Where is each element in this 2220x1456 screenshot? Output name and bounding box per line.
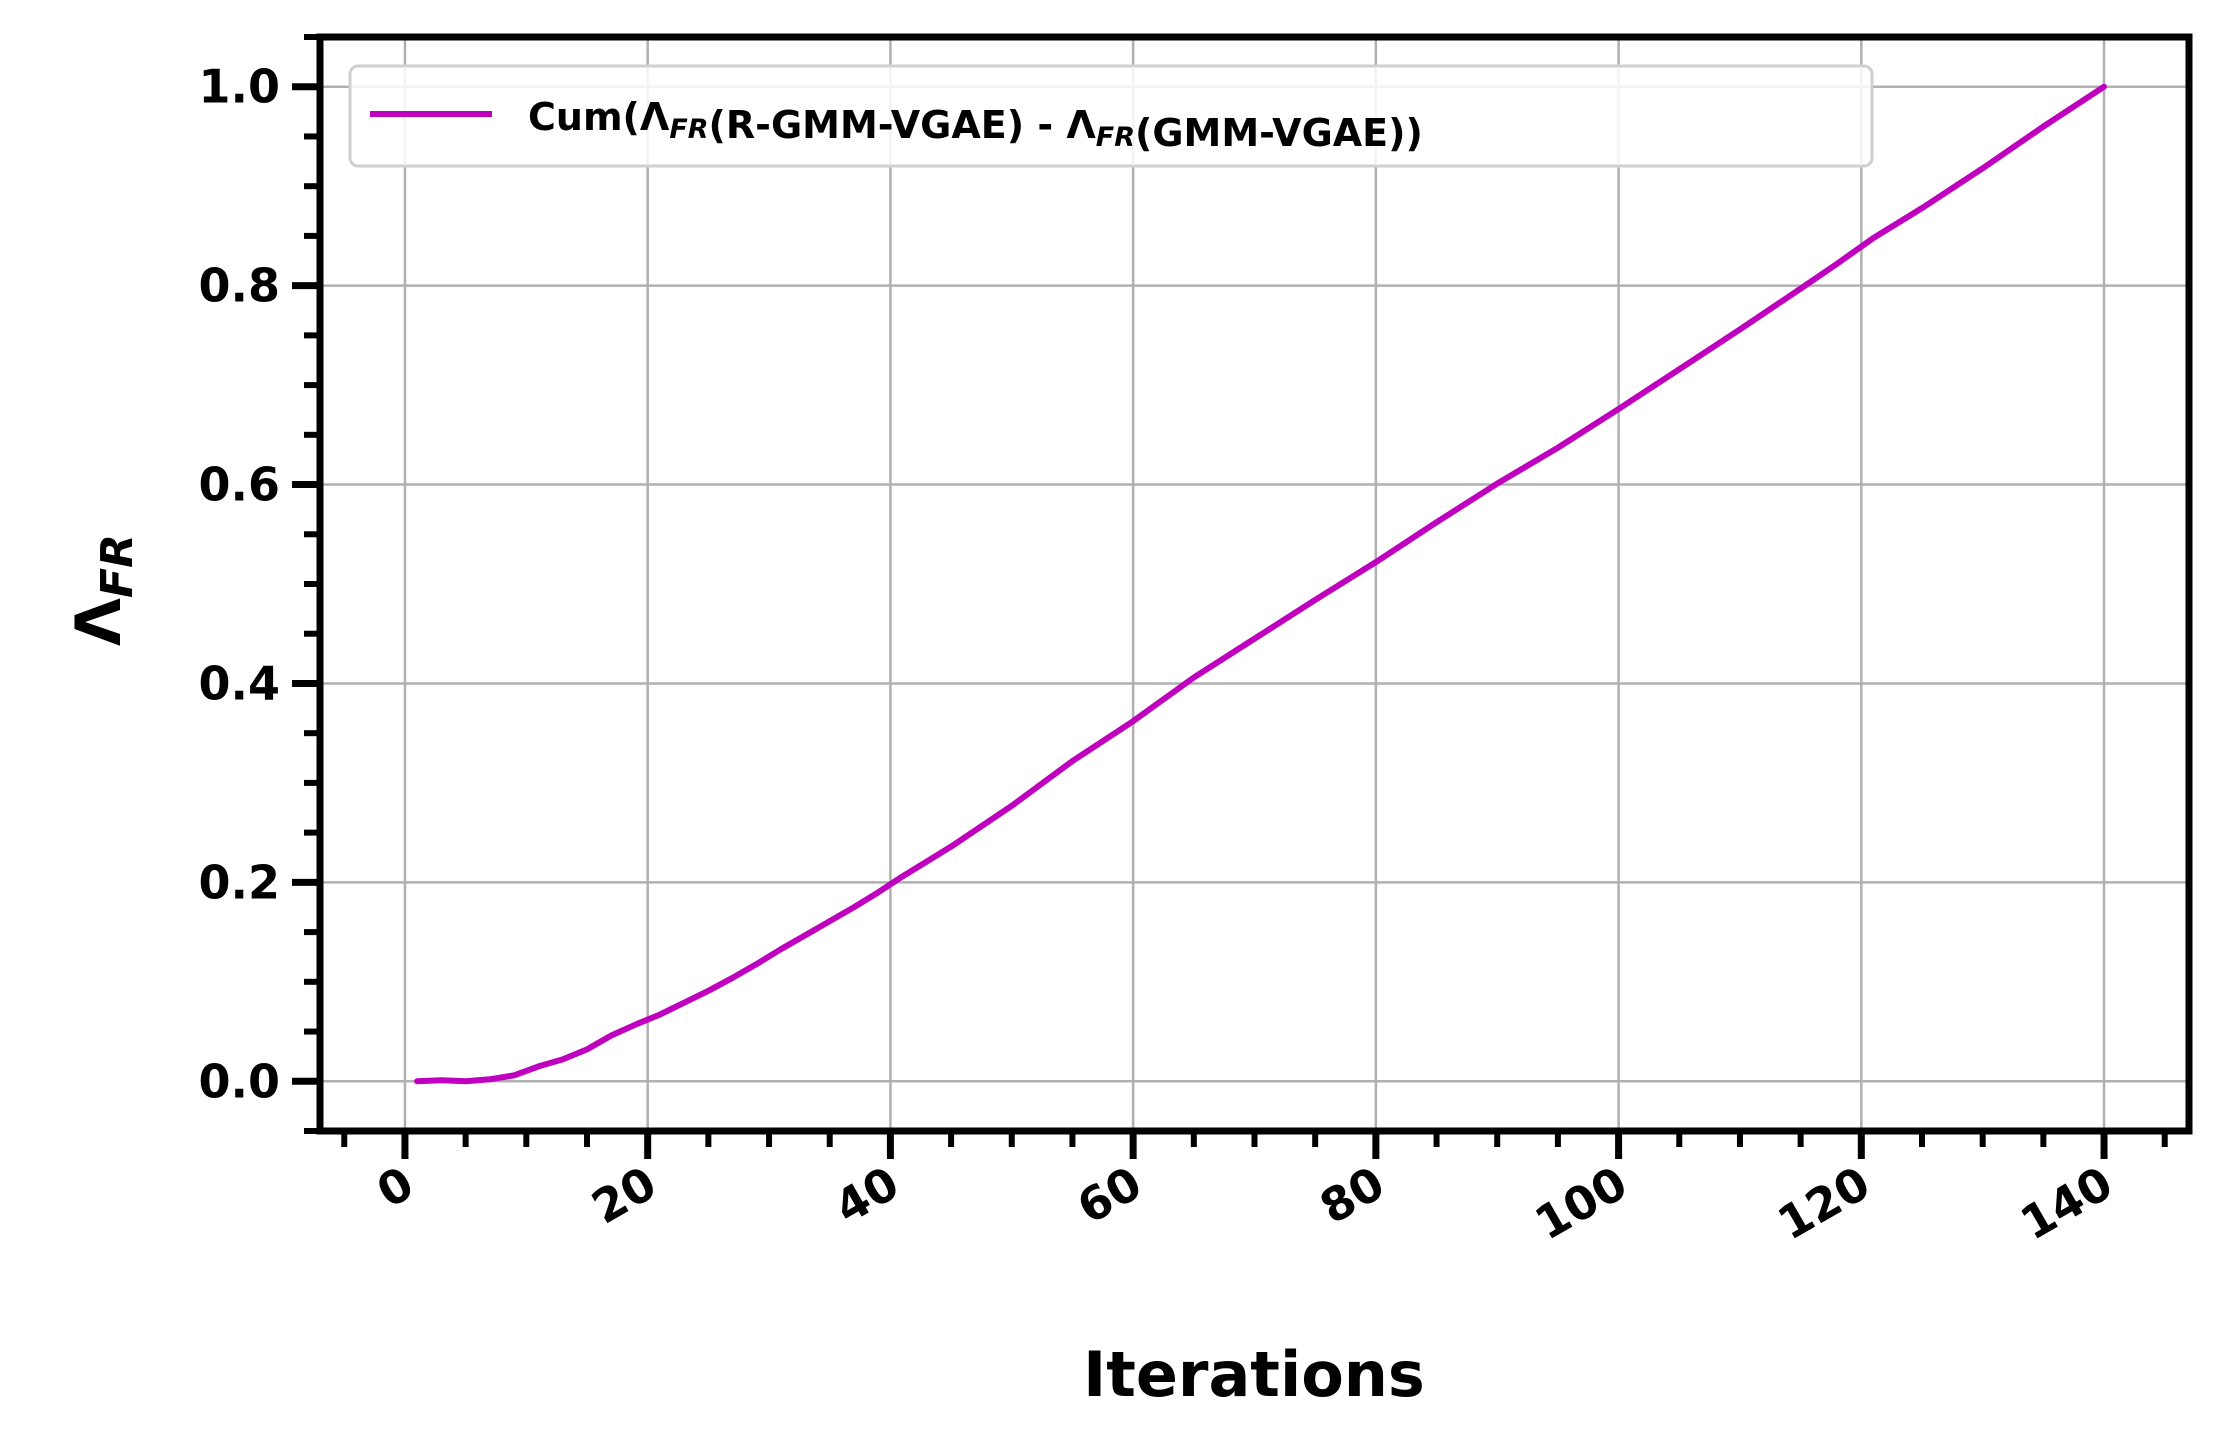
- legend-subscript: FR: [1096, 122, 1135, 153]
- legend-text-part: Cum(Λ: [528, 95, 670, 139]
- y-tick-label: 0.4: [199, 656, 281, 710]
- x-tick-label: 20: [583, 1156, 665, 1235]
- legend: Cum(ΛFR(R-GMM-VGAE) - ΛFR(GMM-VGAE)): [348, 64, 1874, 168]
- axis-ticks: [292, 34, 2168, 1159]
- legend-box: [348, 64, 1874, 168]
- y-axis-label-main: Λ: [62, 598, 135, 646]
- y-axis-label-sub: FR: [92, 534, 143, 598]
- series-layer: [414, 83, 2107, 1085]
- x-tick-label: 40: [825, 1156, 907, 1235]
- y-tick-label: 0.8: [199, 259, 281, 313]
- y-tick-label: 0.6: [199, 458, 281, 512]
- x-tick-label: 0: [368, 1156, 423, 1219]
- legend-text-part: (GMM-VGAE)): [1135, 111, 1423, 155]
- y-tick-label: 0.0: [199, 1054, 281, 1108]
- legend-text-part: (R-GMM-VGAE) - Λ: [709, 103, 1097, 147]
- y-axis-label: ΛFR: [62, 534, 143, 646]
- x-tick-label: 80: [1311, 1156, 1393, 1235]
- tick-labels: 0 20 40 60 80 100 120 140 0.0 0.2 0.4 0.6 0.8 1.0: [199, 60, 2122, 1251]
- x-axis-label: Iterations: [1083, 1338, 1425, 1411]
- x-tick-label: 120: [1769, 1156, 1879, 1251]
- x-tick-label: 100: [1526, 1156, 1636, 1251]
- y-tick-label: 0.2: [199, 855, 281, 909]
- legend-subscript: FR: [669, 114, 708, 145]
- grid-lines: [320, 37, 2189, 1131]
- legend-label: Cum(ΛFR(R-GMM-VGAE) - ΛFR(GMM-VGAE)): [528, 95, 1423, 155]
- y-tick-label: 1.0: [199, 60, 281, 114]
- series-line: [414, 83, 2107, 1085]
- plot-frame: [316, 33, 2193, 1135]
- x-tick-label: 140: [2011, 1156, 2121, 1251]
- x-tick-label: 60: [1068, 1156, 1150, 1235]
